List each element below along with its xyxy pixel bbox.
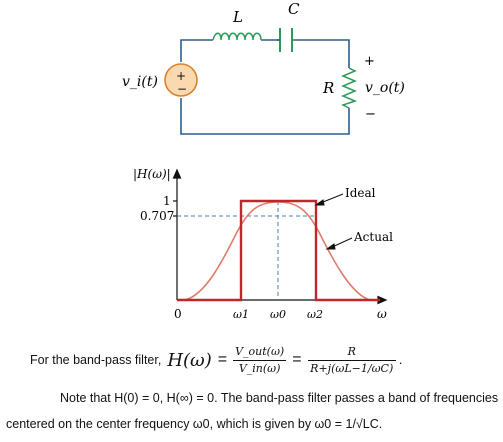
formula-fraction-2: R R+j(ωL−1/ωC) (307, 344, 396, 377)
formula-num-2: R (307, 344, 396, 361)
source-minus-sign: − (177, 82, 187, 96)
note-line-2: centered on the center frequency ω0, whi… (6, 417, 383, 431)
note-line-1: Note that H(0) = 0, H(∞) = 0. The band-p… (60, 391, 499, 405)
y-tick-1: 1 (163, 194, 171, 208)
output-minus-sign: − (365, 107, 376, 122)
resistor-zigzag (341, 67, 358, 109)
x-tick-omega2: ω2 (307, 308, 323, 321)
circuit-wires (180, 39, 350, 135)
capacitor-symbol (279, 28, 293, 52)
x-origin-label: 0 (174, 307, 182, 321)
voltage-source-circle (164, 63, 198, 97)
formula-lhs: H(ω) (167, 349, 212, 371)
callout-arrows (314, 193, 353, 250)
formula-num-1: V_out(ω) (233, 344, 287, 361)
formula-den-2: R+j(ωL−1/ωC) (310, 361, 394, 375)
resistor-label: R (322, 79, 334, 97)
y-axis-label: |H(ω)| (133, 167, 171, 181)
source-plus-sign: + (176, 69, 186, 83)
y-tick-0707: 0.707 (140, 209, 174, 223)
x-axis-label: ω (377, 307, 387, 321)
formula-den-1: V_in(ω) (238, 361, 281, 375)
inductor-coil (212, 32, 262, 41)
output-plus-sign: + (364, 54, 375, 69)
ideal-response-curve (177, 199, 380, 302)
formula-fraction-1: V_out(ω) V_in(ω) (233, 344, 287, 377)
ideal-label: Ideal (345, 186, 376, 200)
actual-label: Actual (353, 230, 393, 244)
capacitor-label: C (288, 0, 300, 18)
output-voltage-label: v_o(t) (365, 80, 405, 96)
source-voltage-label: v_i(t) (122, 74, 158, 90)
guide-lines (177, 201, 316, 300)
x-tick-omega0: ω0 (270, 308, 286, 321)
inductor-label: L (232, 8, 243, 26)
formula-intro: For the band-pass filter, (30, 353, 162, 367)
formula-line: For the band-pass filter, H(ω) = V_out(ω… (30, 344, 403, 377)
x-tick-omega1: ω1 (233, 308, 249, 321)
